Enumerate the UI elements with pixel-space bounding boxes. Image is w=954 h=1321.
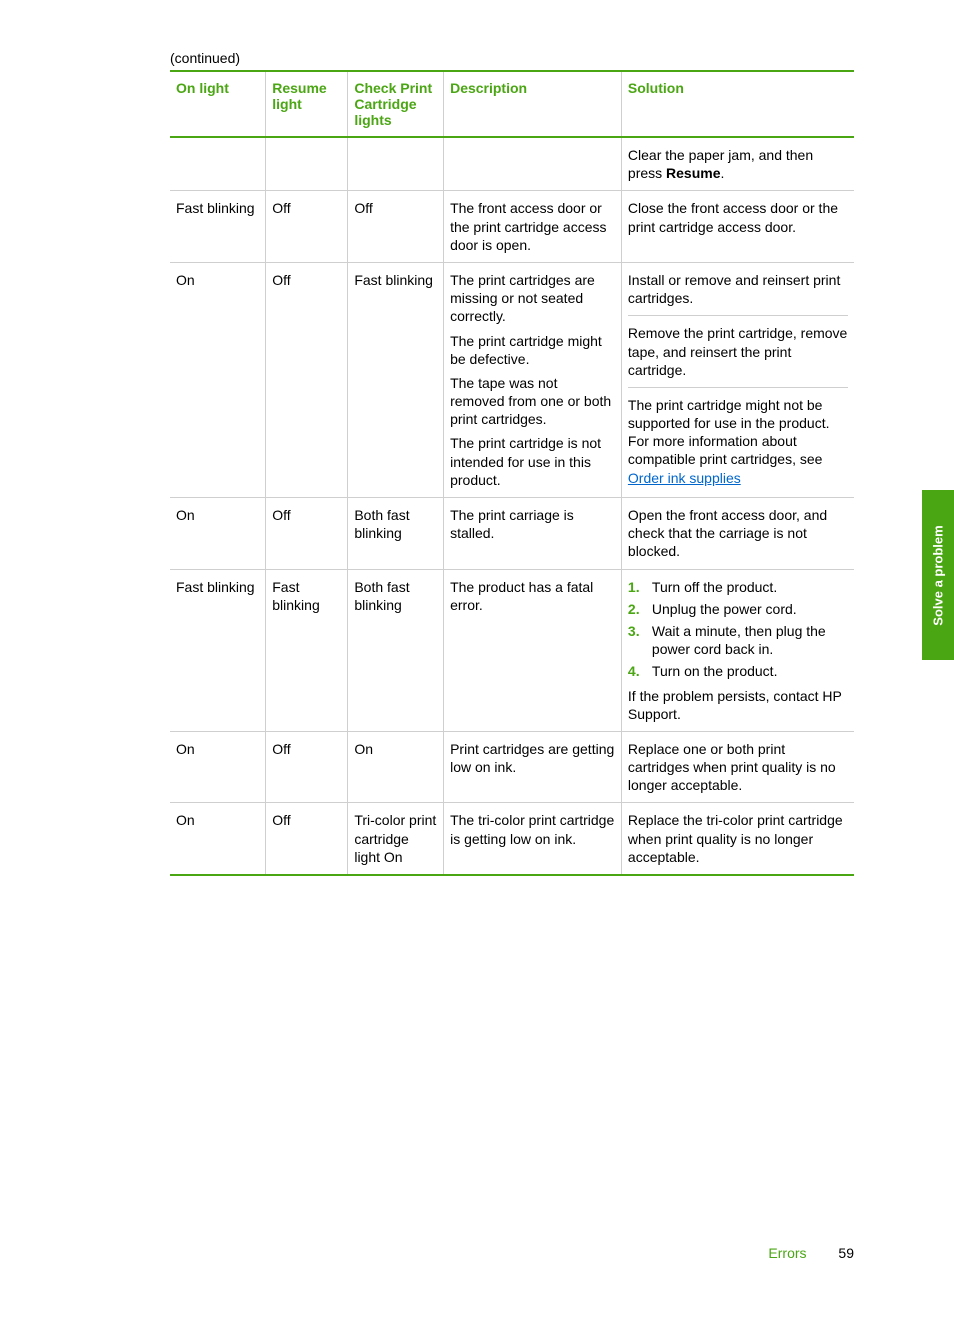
order-ink-link[interactable]: Order ink supplies — [628, 470, 741, 486]
desc-p: The tape was not removed from one or bot… — [450, 374, 615, 429]
table-header-row: On light Resume light Check Print Cartri… — [170, 71, 854, 137]
cell-resume — [266, 137, 348, 191]
step-text: Turn off the product. — [652, 578, 777, 596]
sol-sub-b: Remove the print cartridge, remove tape,… — [628, 315, 848, 379]
cell-sol: Replace one or both print cartridges whe… — [621, 731, 854, 803]
page-footer: Errors 59 — [768, 1245, 854, 1261]
cell-desc: The print carriage is stalled. — [444, 498, 622, 570]
list-item: 4.Turn on the product. — [628, 662, 848, 680]
cell-resume: Off — [266, 262, 348, 497]
cell-check — [348, 137, 444, 191]
cell-on: Fast blinking — [170, 569, 266, 731]
cell-on: On — [170, 731, 266, 803]
cell-sol: Replace the tri-color print cartridge wh… — [621, 803, 854, 875]
solution-steps: 1.Turn off the product. 2.Unplug the pow… — [628, 578, 848, 681]
desc-p: The print cartridge is not intended for … — [450, 434, 615, 489]
sol-c-pre: The print cartridge might not be support… — [628, 397, 830, 468]
col-check-cartridge: Check Print Cartridge lights — [348, 71, 444, 137]
cell-sol: Clear the paper jam, and then press Resu… — [621, 137, 854, 191]
cell-check: Off — [348, 191, 444, 263]
table-row: On Off On Print cartridges are getting l… — [170, 731, 854, 803]
step-text: Turn on the product. — [652, 662, 778, 680]
table-row: On Off Tri-color print cartridge light O… — [170, 803, 854, 875]
step-text: Wait a minute, then plug the power cord … — [652, 622, 848, 658]
cell-resume: Fast blinking — [266, 569, 348, 731]
cell-desc — [444, 137, 622, 191]
cell-check: Tri-color print cartridge light On — [348, 803, 444, 875]
cell-sol: 1.Turn off the product. 2.Unplug the pow… — [621, 569, 854, 731]
cell-desc: The print cartridges are missing or not … — [444, 262, 622, 497]
cell-resume: Off — [266, 803, 348, 875]
sol-sub-c: The print cartridge might not be support… — [628, 387, 848, 487]
cell-on: On — [170, 262, 266, 497]
col-description: Description — [444, 71, 622, 137]
cell-check: Fast blinking — [348, 262, 444, 497]
cell-on — [170, 137, 266, 191]
table-row: Fast blinking Fast blinking Both fast bl… — [170, 569, 854, 731]
side-tab-label: Solve a problem — [931, 525, 946, 625]
footer-section: Errors — [768, 1245, 806, 1261]
lights-table: On light Resume light Check Print Cartri… — [170, 70, 854, 876]
page-number: 59 — [838, 1245, 854, 1261]
step-num: 2. — [628, 600, 652, 618]
desc-p: The print cartridge might be defective. — [450, 332, 615, 368]
table-row: Clear the paper jam, and then press Resu… — [170, 137, 854, 191]
col-on-light: On light — [170, 71, 266, 137]
col-resume-light: Resume light — [266, 71, 348, 137]
step-num: 4. — [628, 662, 652, 680]
step-num: 3. — [628, 622, 652, 658]
list-item: 3.Wait a minute, then plug the power cor… — [628, 622, 848, 658]
cell-desc: The product has a fatal error. — [444, 569, 622, 731]
cell-check: Both fast blinking — [348, 569, 444, 731]
cell-sol: Install or remove and reinsert print car… — [621, 262, 854, 497]
cell-check: Both fast blinking — [348, 498, 444, 570]
cell-check: On — [348, 731, 444, 803]
cell-on: On — [170, 803, 266, 875]
cell-desc: The tri-color print cartridge is getting… — [444, 803, 622, 875]
table-row: On Off Both fast blinking The print carr… — [170, 498, 854, 570]
list-item: 2.Unplug the power cord. — [628, 600, 848, 618]
sol-text-bold: Resume — [666, 165, 720, 181]
list-item: 1.Turn off the product. — [628, 578, 848, 596]
cell-sol: Close the front access door or the print… — [621, 191, 854, 263]
cell-desc: The front access door or the print cartr… — [444, 191, 622, 263]
col-solution: Solution — [621, 71, 854, 137]
cell-resume: Off — [266, 731, 348, 803]
table-row: Fast blinking Off Off The front access d… — [170, 191, 854, 263]
step-text: Unplug the power cord. — [652, 600, 797, 618]
step-num: 1. — [628, 578, 652, 596]
cell-resume: Off — [266, 498, 348, 570]
cell-resume: Off — [266, 191, 348, 263]
cell-on: On — [170, 498, 266, 570]
cell-sol: Open the front access door, and check th… — [621, 498, 854, 570]
cell-on: Fast blinking — [170, 191, 266, 263]
desc-p: The print cartridges are missing or not … — [450, 271, 615, 326]
cell-desc: Print cartridges are getting low on ink. — [444, 731, 622, 803]
page-content: (continued) On light Resume light Check … — [0, 0, 954, 916]
continued-label: (continued) — [170, 50, 854, 66]
table-row: On Off Fast blinking The print cartridge… — [170, 262, 854, 497]
sol-text-post: . — [721, 165, 725, 181]
side-tab: Solve a problem — [922, 490, 954, 660]
sol-after: If the problem persists, contact HP Supp… — [628, 687, 848, 723]
sol-sub-a: Install or remove and reinsert print car… — [628, 271, 848, 307]
